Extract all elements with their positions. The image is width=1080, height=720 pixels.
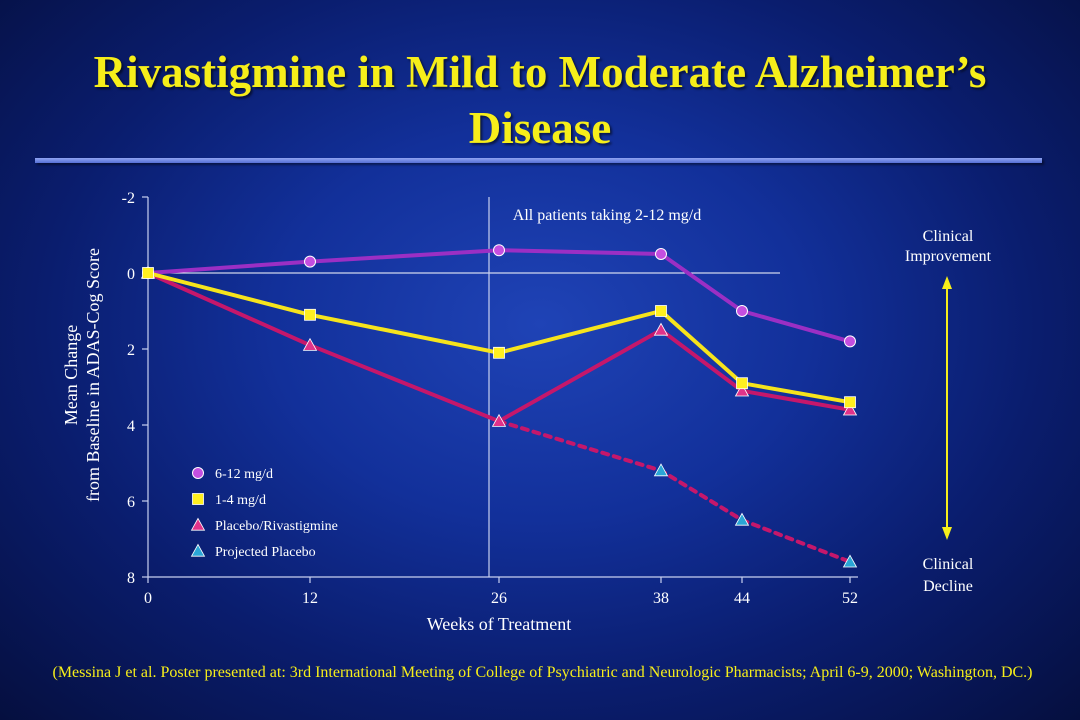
- slide-title: Rivastigmine in Mild to Moderate Alzheim…: [93, 47, 987, 153]
- citation: (Messina J et al. Poster presented at: 3…: [52, 664, 1033, 681]
- data-point-series-3: [734, 512, 750, 526]
- data-point-series-0: [304, 255, 316, 268]
- y-tick-label: -2: [122, 190, 135, 207]
- data-point-series-1: [142, 267, 154, 279]
- series-line-3: [497, 419, 852, 564]
- clinical-arrow-head-up: [942, 276, 952, 289]
- clinical-decline-label-line2: Decline: [923, 578, 973, 595]
- x-tick-label: 38: [653, 590, 669, 607]
- legend-label-2: Placebo/Rivastigmine: [215, 519, 338, 534]
- legend-marker-1: [192, 493, 204, 505]
- data-point-series-2: [653, 322, 669, 336]
- data-point-series-1: [304, 308, 316, 321]
- data-point-series-1: [493, 346, 505, 359]
- y-tick-label: 0: [127, 266, 135, 283]
- y-axis-title-line1: Mean Change: [61, 325, 81, 425]
- x-tick-label: 44: [734, 590, 750, 607]
- legend-marker-0: [192, 467, 204, 479]
- data-point-series-0: [493, 244, 505, 257]
- legend-label-1: 1-4 mg/d: [215, 493, 266, 508]
- x-tick-label: 52: [842, 590, 858, 607]
- data-point-series-1: [655, 305, 667, 317]
- legend-marker-3: [190, 543, 206, 557]
- series-line-2: [146, 271, 852, 424]
- x-tick-label: 12: [302, 590, 318, 607]
- clinical-improvement-label-line1: Clinical: [923, 228, 974, 245]
- data-point-series-2: [491, 413, 507, 427]
- legend-label-3: Projected Placebo: [215, 545, 316, 560]
- data-point-series-1: [844, 396, 856, 409]
- data-point-series-2: [302, 337, 318, 351]
- y-tick-label: 4: [127, 418, 135, 435]
- clinical-decline-label-line1: Clinical: [923, 556, 974, 573]
- x-tick-label: 0: [144, 590, 152, 607]
- data-point-series-2: [842, 402, 858, 416]
- title-divider: [35, 158, 1042, 163]
- data-point-series-3: [653, 463, 669, 477]
- y-tick-label: 2: [127, 342, 135, 359]
- y-tick-label: 8: [127, 570, 135, 587]
- legend-label-0: 6-12 mg/d: [215, 467, 273, 482]
- data-point-series-1: [736, 377, 748, 390]
- series-line-0: [146, 248, 852, 344]
- clinical-arrow-head-down: [942, 527, 952, 540]
- y-axis-title-line2: from Baseline in ADAS-Cog Score: [83, 248, 103, 502]
- data-point-series-3: [842, 554, 858, 568]
- data-point-series-0: [655, 248, 667, 260]
- data-point-series-0: [844, 335, 856, 348]
- y-tick-label: 6: [127, 494, 135, 511]
- data-point-series-0: [736, 305, 748, 317]
- series-line-1: [146, 271, 852, 405]
- x-tick-label: 26: [491, 590, 507, 607]
- clinical-improvement-label-line2: Improvement: [905, 248, 992, 265]
- legend-marker-2: [190, 517, 206, 531]
- x-axis-title: Weeks of Treatment: [427, 614, 572, 634]
- annotation-all-patients: All patients taking 2-12 mg/d: [513, 207, 701, 224]
- data-point-series-2: [734, 383, 750, 397]
